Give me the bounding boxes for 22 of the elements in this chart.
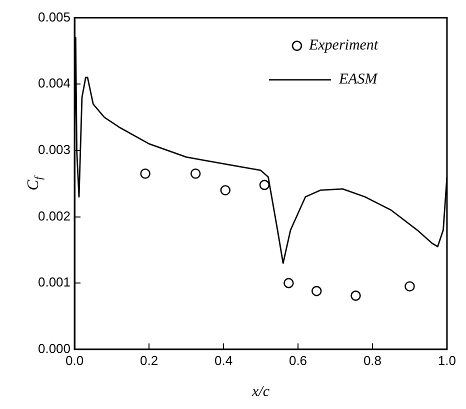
point bbox=[190, 168, 201, 179]
point bbox=[140, 168, 150, 179]
x-tick-label: 1.0 bbox=[438, 352, 456, 368]
y-tick-label: 0.002 bbox=[38, 208, 71, 224]
x-tick-label: 0.4 bbox=[214, 352, 233, 368]
x-tick-label: 0.2 bbox=[140, 352, 158, 368]
point bbox=[350, 290, 361, 301]
y-tick-label: 0.003 bbox=[38, 142, 71, 158]
x-tick-label: 0.8 bbox=[363, 352, 382, 368]
legend-label: Experiment bbox=[308, 38, 379, 54]
y-axis-title: Cf bbox=[25, 174, 45, 190]
point bbox=[404, 281, 415, 292]
y-tick-label: 0.004 bbox=[38, 76, 71, 91]
y-tick-label: 0.005 bbox=[38, 9, 71, 24]
point bbox=[284, 278, 294, 288]
x-axis-title: x/c bbox=[251, 384, 270, 400]
point bbox=[311, 286, 322, 296]
point bbox=[220, 185, 231, 196]
x-tick-label: 0.6 bbox=[288, 352, 308, 368]
legend-label: EASM bbox=[338, 72, 379, 88]
y-tick-label: 0.001 bbox=[38, 274, 71, 290]
point bbox=[259, 180, 270, 190]
